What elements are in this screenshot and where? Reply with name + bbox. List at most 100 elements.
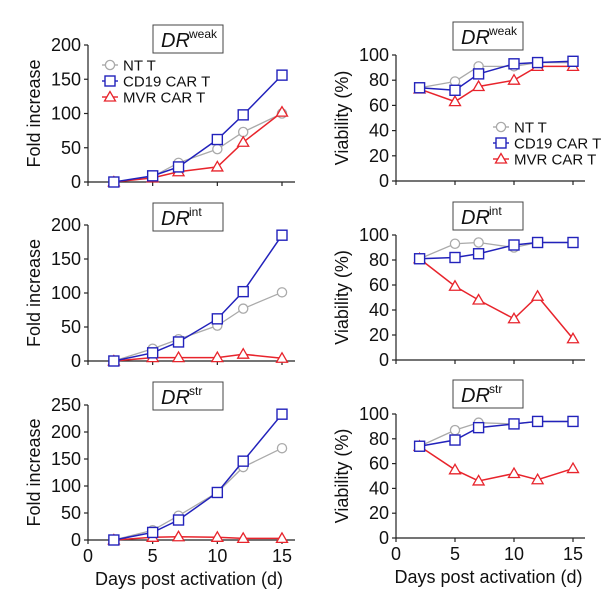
legend-item: CD19 CAR T	[102, 74, 210, 91]
legend-label: MVR CAR T	[514, 152, 596, 169]
title-box	[152, 24, 224, 54]
legend-label: MVR CAR T	[123, 90, 205, 107]
data-point	[413, 82, 426, 94]
legend-marker	[103, 90, 117, 102]
series-line	[419, 65, 573, 103]
data-point	[567, 415, 579, 428]
data-point	[171, 529, 186, 542]
series-cd19-car-t	[108, 408, 288, 546]
legend-label: NT T	[514, 120, 547, 137]
y-axis-label: Viability (%)	[332, 71, 352, 166]
series-cd19-car-t	[108, 229, 288, 367]
series-cd19-car-t	[108, 69, 288, 188]
data-point	[471, 293, 486, 305]
data-point	[210, 160, 224, 172]
title-text: DR	[161, 30, 190, 52]
series-line	[113, 291, 283, 362]
title-text: DR	[161, 208, 190, 230]
series-line	[419, 241, 573, 260]
data-point	[508, 418, 520, 430]
data-point	[472, 421, 485, 434]
y-tick-label: 200	[51, 35, 81, 55]
data-point	[171, 350, 186, 363]
data-point	[473, 237, 484, 248]
data-point	[448, 463, 462, 475]
series-cd19-car-t	[413, 55, 579, 96]
y-tick-label: 150	[51, 69, 81, 89]
panel-int-fold: 0 50 100 150 200 Fold increase DR int	[24, 202, 295, 371]
y-tick-label: 20	[369, 325, 389, 345]
panel-title: DR int	[452, 201, 524, 231]
x-tick-label: 10	[207, 546, 227, 566]
legend-label: CD19 CAR T	[123, 74, 210, 91]
legend-item: MVR CAR T	[493, 152, 596, 169]
legend-item: NT T	[493, 120, 547, 137]
series-mvr-car-t	[412, 251, 580, 344]
series-line	[113, 74, 283, 183]
series-line	[113, 447, 283, 541]
title-text: DR	[161, 387, 190, 409]
y-axis-label: Viability (%)	[332, 429, 352, 524]
y-tick-label: 100	[51, 476, 81, 496]
data-point	[212, 143, 223, 155]
series-line	[113, 234, 283, 362]
panel-str-viab: 0 20 40 60 80 100 0 5 10 15 Viability (%) Days post…	[332, 379, 585, 587]
y-axis-label: Fold increase	[24, 239, 44, 347]
title-box	[152, 381, 224, 411]
y-tick-label: 100	[51, 283, 81, 303]
data-point	[146, 170, 159, 182]
data-point	[449, 84, 461, 96]
y-tick-label: 250	[51, 395, 81, 415]
x-axis-label: Days post activation (d)	[95, 569, 283, 589]
data-point	[471, 474, 486, 486]
x-tick-label: 5	[148, 546, 158, 566]
y-tick-label: 100	[359, 45, 389, 65]
y-tick-label: 40	[369, 478, 389, 498]
data-point	[276, 229, 288, 241]
data-point	[448, 279, 462, 291]
panel-title: DR str	[452, 379, 524, 409]
title-superscript: str	[489, 382, 502, 396]
data-point	[275, 531, 289, 544]
data-point	[172, 514, 185, 526]
y-tick-label: 80	[369, 429, 389, 449]
data-point	[172, 336, 185, 348]
y-tick-label: 50	[61, 138, 81, 158]
panel-int-viab: 0 20 40 60 80 100 Viability (%) DR int	[332, 201, 585, 370]
series-nt-t	[108, 442, 288, 546]
data-point	[210, 530, 224, 542]
series-cd19-car-t	[413, 415, 579, 452]
y-tick-label: 150	[51, 249, 81, 269]
data-point	[507, 73, 521, 85]
panel-weak-viab: 0 20 40 60 80 100 Viability (%) DR weak NT TCD19 …	[332, 21, 601, 191]
y-tick-label: 40	[369, 121, 389, 141]
series-line	[113, 413, 283, 541]
x-tick-label: 15	[272, 546, 292, 566]
x-axis-label: Days post activation (d)	[394, 567, 582, 587]
legend-item: NT T	[102, 58, 156, 75]
title-box	[152, 202, 224, 232]
series-line	[113, 111, 283, 183]
title-superscript: int	[489, 204, 502, 218]
series-line	[419, 258, 574, 340]
series-mvr-car-t	[107, 529, 289, 545]
series-line	[419, 241, 573, 260]
title-box	[452, 379, 524, 409]
y-tick-label: 60	[369, 275, 389, 295]
panel-weak-fold: 0 50 100 150 200 Fold increase DR weak NT TCD19 …	[24, 24, 295, 192]
y-tick-label: 60	[369, 95, 389, 115]
data-point	[508, 58, 520, 70]
panel-title: DR weak	[452, 21, 524, 51]
x-tick-label: 0	[391, 544, 401, 564]
data-point	[275, 351, 289, 363]
data-point	[211, 486, 224, 499]
y-tick-label: 0	[379, 350, 389, 370]
y-tick-label: 0	[379, 528, 389, 548]
title-text: DR	[461, 27, 490, 49]
series-nt-t	[414, 57, 579, 94]
data-point	[531, 415, 544, 428]
data-point	[236, 347, 250, 359]
data-point	[530, 472, 545, 485]
series-nt-t	[108, 287, 288, 367]
